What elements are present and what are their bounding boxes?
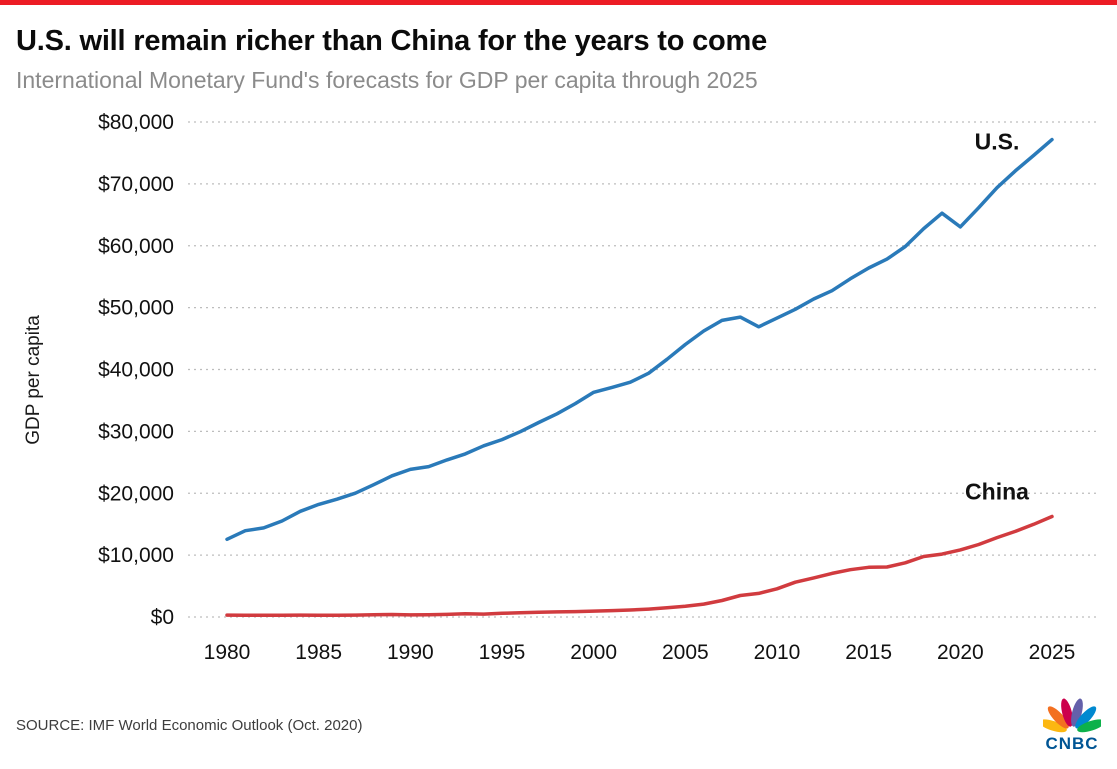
y-tick-label: $40,000 [98, 359, 174, 382]
y-tick-label: $70,000 [98, 173, 174, 196]
series-line-us [225, 137, 1054, 542]
peacock-petal [1075, 705, 1097, 728]
peacock-petal [1071, 698, 1083, 727]
peacock-petal [1077, 718, 1101, 732]
x-tick-label: 1990 [387, 641, 434, 664]
top-accent-bar [0, 0, 1117, 5]
x-tick-label: 2015 [845, 641, 892, 664]
cnbc-logo: CNBC [1043, 697, 1101, 754]
y-tick-label: $50,000 [98, 297, 174, 320]
y-tick-label: $60,000 [98, 235, 174, 258]
x-tick-label: 2005 [662, 641, 709, 664]
y-tick-label: $80,000 [98, 111, 174, 134]
cnbc-logo-text: CNBC [1045, 733, 1099, 753]
peacock-petal [1047, 705, 1069, 728]
x-tick-label: 1980 [204, 641, 251, 664]
line-chart: $0 $10,000 $20,000 $30,000 $40,000 $50,000 $60… [98, 111, 1100, 664]
x-tick-label: 2025 [1029, 641, 1076, 664]
chart-footer: SOURCE: IMF World Economic Outlook (Oct.… [0, 695, 1117, 769]
y-tick-label: $30,000 [98, 420, 174, 443]
x-tick-label: 2010 [754, 641, 801, 664]
y-axis-title: GDP per capita [23, 315, 44, 445]
series-label: China [965, 479, 1029, 505]
x-tick-label: 1985 [295, 641, 342, 664]
y-tick-label: $20,000 [98, 482, 174, 505]
x-tick-label: 2000 [570, 641, 617, 664]
x-tick-label: 2020 [937, 641, 984, 664]
series-label: U.S. [975, 129, 1020, 155]
y-tick-label: $10,000 [98, 544, 174, 567]
series-line-china [225, 514, 1054, 618]
peacock-petal [1061, 698, 1073, 727]
y-tick-label: $0 [151, 606, 174, 629]
chart-subtitle: International Monetary Fund's forecasts … [16, 67, 758, 93]
chart-title: U.S. will remain richer than China for t… [16, 25, 768, 57]
peacock-petal [1043, 718, 1067, 732]
x-tick-label: 1995 [479, 641, 526, 664]
chart-header: U.S. will remain richer than China for t… [0, 5, 1117, 94]
chart-area: GDP per capita $0 $10,000 $20,000 $30,000 $4… [0, 100, 1117, 690]
cnbc-peacock-icon [1043, 698, 1101, 732]
source-note: SOURCE: IMF World Economic Outlook (Oct.… [16, 716, 363, 734]
